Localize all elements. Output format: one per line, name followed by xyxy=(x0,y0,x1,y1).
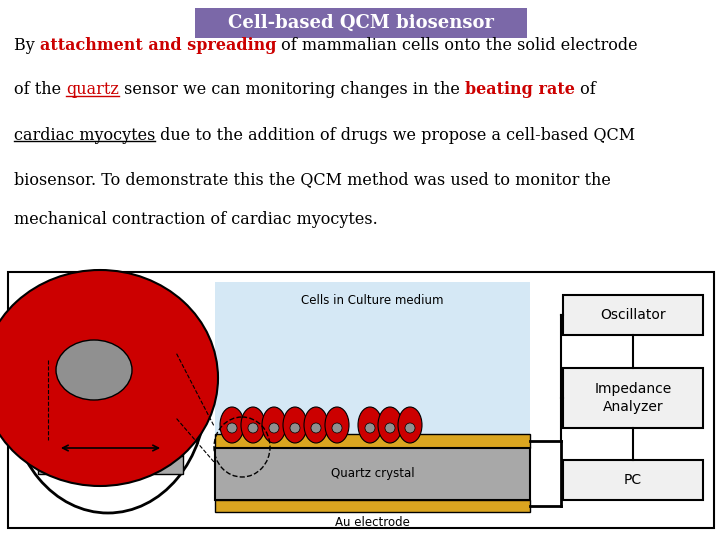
Ellipse shape xyxy=(262,407,286,443)
Ellipse shape xyxy=(0,270,218,486)
Ellipse shape xyxy=(325,407,349,443)
Text: Quartz crystal: Quartz crystal xyxy=(330,468,414,481)
Text: Cell-based QCM biosensor: Cell-based QCM biosensor xyxy=(228,14,494,32)
Text: of mammalian cells onto the solid electrode: of mammalian cells onto the solid electr… xyxy=(276,37,638,53)
Ellipse shape xyxy=(385,423,395,433)
Text: biosensor. To demonstrate this the QCM method was used to monitor the: biosensor. To demonstrate this the QCM m… xyxy=(14,172,611,188)
Text: Cells in Culture medium: Cells in Culture medium xyxy=(301,294,444,307)
Text: By: By xyxy=(14,37,40,53)
Bar xyxy=(215,282,530,434)
Ellipse shape xyxy=(227,423,237,433)
Text: quartz: quartz xyxy=(66,82,119,98)
Bar xyxy=(215,500,530,512)
Ellipse shape xyxy=(248,423,258,433)
Ellipse shape xyxy=(241,407,265,443)
Ellipse shape xyxy=(220,407,244,443)
Ellipse shape xyxy=(332,423,342,433)
Text: Au electrode: Au electrode xyxy=(335,516,410,529)
Ellipse shape xyxy=(10,277,206,513)
Ellipse shape xyxy=(398,407,422,443)
Bar xyxy=(38,456,183,474)
Ellipse shape xyxy=(365,423,375,433)
Bar xyxy=(563,295,703,335)
Text: of the: of the xyxy=(14,82,66,98)
Ellipse shape xyxy=(378,407,402,443)
Bar xyxy=(563,368,703,428)
Text: sensor we can monitoring changes in the: sensor we can monitoring changes in the xyxy=(119,82,465,98)
Ellipse shape xyxy=(405,423,415,433)
Ellipse shape xyxy=(290,423,300,433)
Text: PC: PC xyxy=(624,473,642,487)
Text: due to the addition of drugs we propose a cell-based QCM: due to the addition of drugs we propose … xyxy=(156,126,636,144)
Bar xyxy=(8,272,714,528)
Bar xyxy=(38,440,183,456)
Text: attachment and spreading: attachment and spreading xyxy=(40,37,276,53)
Bar xyxy=(195,8,527,38)
Text: Oscillator: Oscillator xyxy=(600,308,666,322)
Bar xyxy=(215,448,530,500)
Bar xyxy=(563,460,703,500)
Bar xyxy=(215,434,530,448)
Ellipse shape xyxy=(283,407,307,443)
Ellipse shape xyxy=(311,423,321,433)
Text: Impedance
Analyzer: Impedance Analyzer xyxy=(595,382,672,414)
Text: beating rate: beating rate xyxy=(465,82,575,98)
Text: mechanical contraction of cardiac myocytes.: mechanical contraction of cardiac myocyt… xyxy=(14,212,378,228)
Ellipse shape xyxy=(358,407,382,443)
Text: of: of xyxy=(575,82,595,98)
Ellipse shape xyxy=(56,340,132,400)
Text: cardiac myocytes: cardiac myocytes xyxy=(14,126,156,144)
Ellipse shape xyxy=(269,423,279,433)
Ellipse shape xyxy=(304,407,328,443)
